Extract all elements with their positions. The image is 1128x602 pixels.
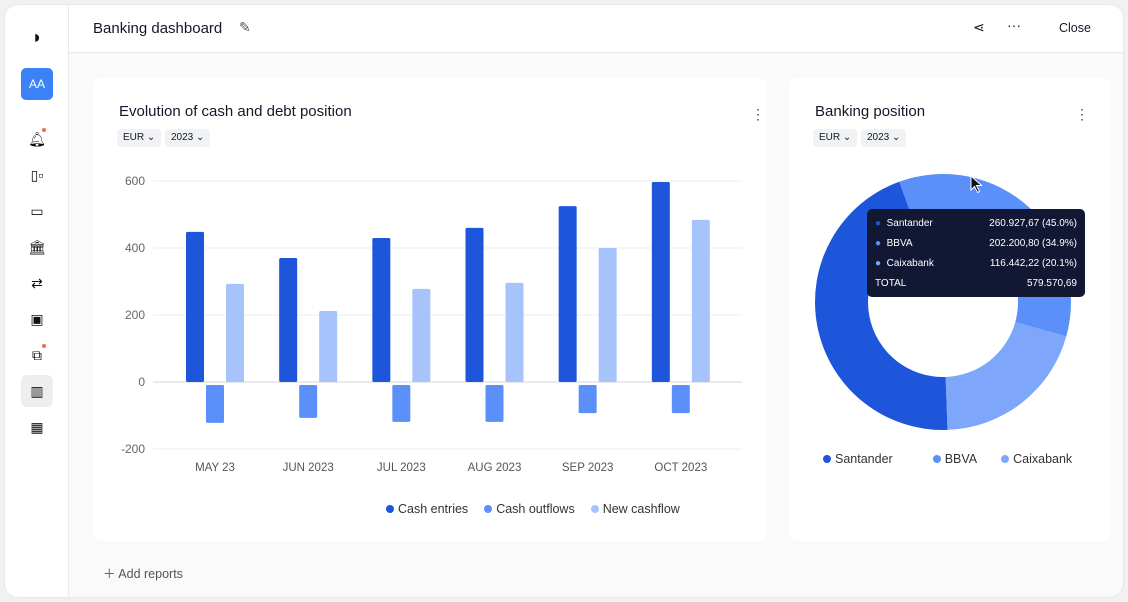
- bar: [671, 385, 690, 414]
- bar: [412, 288, 431, 382]
- x-tick-label: JUL 2023: [377, 462, 426, 474]
- card-title: Banking position: [815, 103, 926, 120]
- tooltip-total-value: 579.570,69: [1026, 278, 1077, 289]
- bar: [372, 237, 391, 382]
- bar: [226, 283, 244, 382]
- y-tick-label: -200: [121, 442, 145, 456]
- bar-chart: 600 400 200 0 -200 MAY 23 JUN 2023 JUL 2023 AUG …: [121, 174, 742, 474]
- y-tick-label: 400: [125, 241, 145, 255]
- card-menu-icon[interactable]: ⋮: [1075, 106, 1089, 122]
- legend-caixabank[interactable]: Caixabank: [1001, 452, 1072, 466]
- sidebar: ◗ AA 🔔︎ ▯▫ ▭ 🏛︎ ⇄ ▣ ⧉ ▥ ▦: [5, 5, 69, 597]
- close-button[interactable]: Close: [1059, 21, 1091, 35]
- tooltip-label: Santander: [886, 218, 933, 229]
- pie-legend: Santander BBVA Caixabank: [823, 452, 1072, 466]
- bar: [505, 282, 524, 382]
- add-reports-label: Add reports: [118, 567, 183, 581]
- bar: [392, 385, 411, 422]
- x-tick-label: JUN 2023: [283, 462, 334, 474]
- bar: [279, 258, 298, 382]
- tooltip-value: 260.927,67 (45.0%): [989, 218, 1077, 229]
- copy-icon[interactable]: ⧉: [21, 339, 53, 371]
- tooltip-value: 202.200,80 (34.9%): [989, 238, 1077, 249]
- reports-icon[interactable]: ▥: [21, 375, 53, 407]
- bank-icon[interactable]: 🏛︎: [28, 238, 46, 255]
- tooltip-value: 116.442,22 (20.1%): [989, 258, 1077, 269]
- x-tick-label: OCT 2023: [654, 462, 707, 474]
- bar: [186, 231, 204, 382]
- year-select[interactable]: 2023 ⌄: [165, 129, 211, 147]
- bar: [558, 206, 577, 382]
- currency-select[interactable]: EUR ⌄: [117, 129, 162, 147]
- more-icon[interactable]: ···: [1007, 17, 1021, 33]
- pie-chart-card: Banking position EUR ⌄ 2023 ⌄ ⋮: [789, 78, 1111, 541]
- x-tick-label: AUG 2023: [468, 462, 522, 474]
- legend-santander[interactable]: Santander: [823, 452, 893, 466]
- legend-bbva[interactable]: BBVA: [932, 452, 977, 466]
- bar: [465, 227, 484, 382]
- x-tick-label: MAY 23: [195, 462, 235, 474]
- logo-icon[interactable]: ◗: [31, 26, 43, 47]
- y-tick-label: 200: [125, 308, 145, 322]
- bar: [598, 248, 617, 382]
- year-value: 2023: [171, 132, 194, 143]
- edit-icon[interactable]: ✎: [239, 19, 251, 35]
- y-tick-label: 600: [125, 174, 145, 188]
- legend-cash-entries[interactable]: Cash entries: [386, 502, 468, 516]
- year-select[interactable]: 2023 ⌄: [861, 129, 907, 147]
- bar: [485, 385, 504, 422]
- bar: [299, 385, 318, 418]
- share-icon[interactable]: ⋖: [973, 19, 985, 35]
- legend-new-cashflow[interactable]: New cashflow: [590, 502, 680, 516]
- bar: [651, 182, 670, 382]
- chart-tooltip: ● Santander 260.927,67 (45.0%) ● BBVA 202.…: [867, 209, 1085, 297]
- legend-cash-outflows[interactable]: Cash outflows: [484, 502, 575, 516]
- bar: [206, 385, 224, 423]
- card-menu-icon[interactable]: ⋮: [751, 106, 765, 122]
- currency-value: EUR: [123, 132, 145, 143]
- page-title: Banking dashboard: [93, 20, 223, 37]
- tooltip-label: Caixabank: [886, 258, 934, 269]
- currency-select[interactable]: EUR ⌄: [813, 129, 858, 147]
- bell-icon[interactable]: 🔔︎: [21, 123, 53, 155]
- tooltip-total-label: TOTAL: [875, 278, 907, 289]
- app-window: ◗ AA 🔔︎ ▯▫ ▭ 🏛︎ ⇄ ▣ ⧉ ▥ ▦ Banking dashbo…: [4, 4, 1124, 598]
- dashboard-icon[interactable]: ▯▫: [30, 166, 44, 183]
- x-tick-label: SEP 2023: [562, 462, 614, 474]
- card-title: Evolution of cash and debt position: [119, 103, 352, 120]
- currency-value: EUR: [819, 132, 841, 143]
- avatar[interactable]: AA: [21, 68, 53, 100]
- wallet-icon[interactable]: ▣: [30, 310, 44, 327]
- table-icon[interactable]: ▦: [30, 418, 44, 435]
- tooltip-label: BBVA: [886, 238, 913, 249]
- bar: [319, 310, 338, 382]
- add-reports-button[interactable]: ＋ Add reports: [103, 567, 183, 581]
- transfer-icon[interactable]: ⇄: [31, 274, 43, 291]
- y-tick-label: 0: [138, 375, 145, 389]
- bar-legend: Cash entries Cash outflows New cashflow: [386, 502, 680, 516]
- year-value: 2023: [867, 132, 890, 143]
- top-bar: Banking dashboard ✎ ⋖ ··· Close: [69, 5, 1123, 53]
- money-icon[interactable]: ▭: [30, 202, 44, 219]
- bar: [691, 219, 710, 382]
- bar: [578, 385, 597, 414]
